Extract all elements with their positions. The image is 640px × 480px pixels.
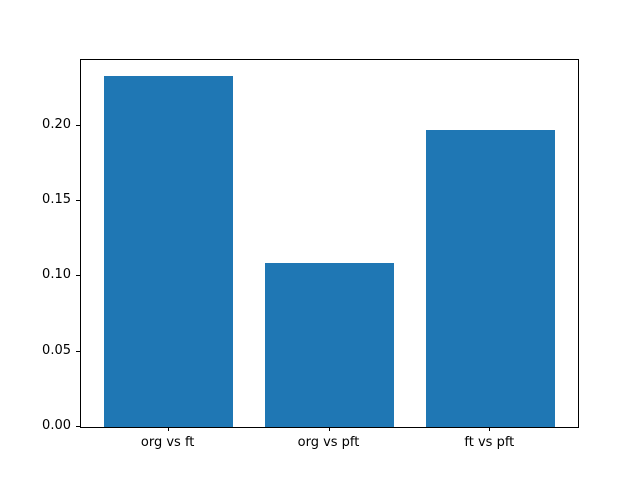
y-tick-mark [76,426,80,427]
y-tick-mark [76,124,80,126]
y-tick-label: 0.20 [42,116,71,132]
y-tick-label: 0.05 [42,342,71,358]
y-tick-label: 0.15 [42,191,71,207]
x-tick-label: ft vs pft [464,435,515,450]
x-tick-mark [328,427,330,431]
bar-org-vs-ft [104,75,233,427]
y-tick-mark [76,199,80,201]
x-tick-label: org vs ft [140,435,195,450]
x-tick-mark [167,427,169,431]
bar-ft-vs-pft [426,130,555,427]
y-tick-mark [76,350,80,352]
bar-org-vs-pft [265,262,394,427]
y-tick-mark [76,275,80,277]
x-tick-label: org vs pft [297,435,360,450]
y-tick-label: 0.00 [42,418,71,433]
plot-area [80,59,579,428]
x-tick-mark [489,427,491,431]
y-tick-label: 0.10 [42,267,71,283]
